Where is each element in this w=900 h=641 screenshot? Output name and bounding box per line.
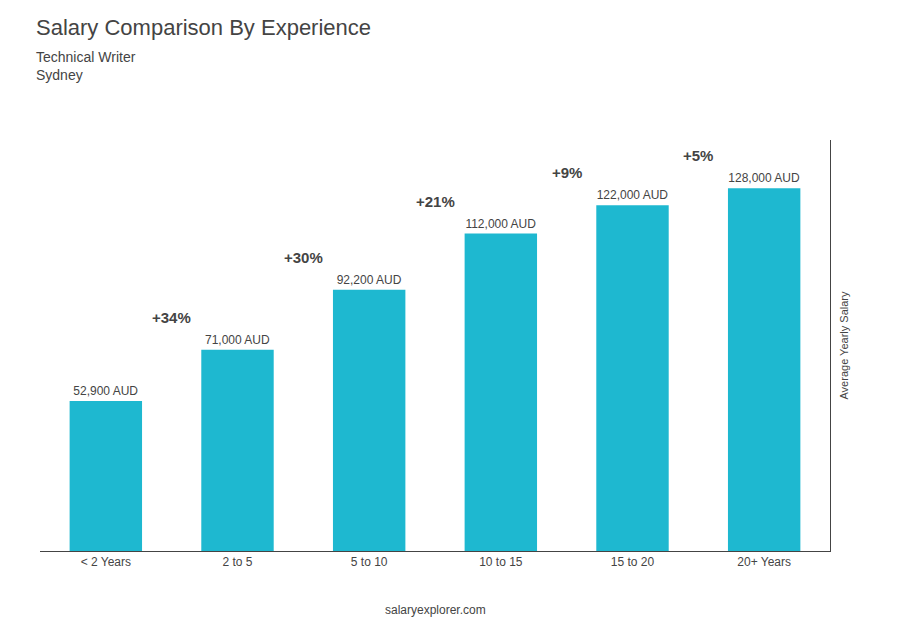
- svg-text:92,200 AUD: 92,200 AUD: [337, 273, 402, 287]
- svg-text:112,000 AUD: 112,000 AUD: [465, 217, 536, 231]
- svg-text:+9%: +9%: [552, 164, 582, 181]
- svg-text:71,000 AUD: 71,000 AUD: [205, 333, 270, 347]
- svg-text:+21%: +21%: [416, 193, 455, 210]
- svg-text:Average Yearly Salary: Average Yearly Salary: [838, 291, 850, 400]
- svg-text:5 to 10: 5 to 10: [351, 555, 388, 569]
- svg-text:128,000 AUD: 128,000 AUD: [728, 171, 800, 185]
- svg-text:20+ Years: 20+ Years: [737, 555, 791, 569]
- svg-text:+34%: +34%: [152, 309, 191, 326]
- svg-text:salaryexplorer.com: salaryexplorer.com: [385, 603, 486, 617]
- svg-text:Salary Comparison By Experienc: Salary Comparison By Experience: [36, 15, 371, 40]
- svg-text:Technical WriterSydney: Technical WriterSydney: [36, 49, 136, 83]
- svg-text:< 2 Years: < 2 Years: [81, 555, 131, 569]
- svg-text:+5%: +5%: [683, 147, 713, 164]
- svg-text:+30%: +30%: [284, 249, 323, 266]
- svg-text:52,900 AUD: 52,900 AUD: [73, 384, 138, 398]
- svg-text:122,000 AUD: 122,000 AUD: [597, 188, 669, 202]
- svg-text:10 to 15: 10 to 15: [479, 555, 523, 569]
- svg-text:15 to 20: 15 to 20: [611, 555, 655, 569]
- svg-text:2 to 5: 2 to 5: [222, 555, 252, 569]
